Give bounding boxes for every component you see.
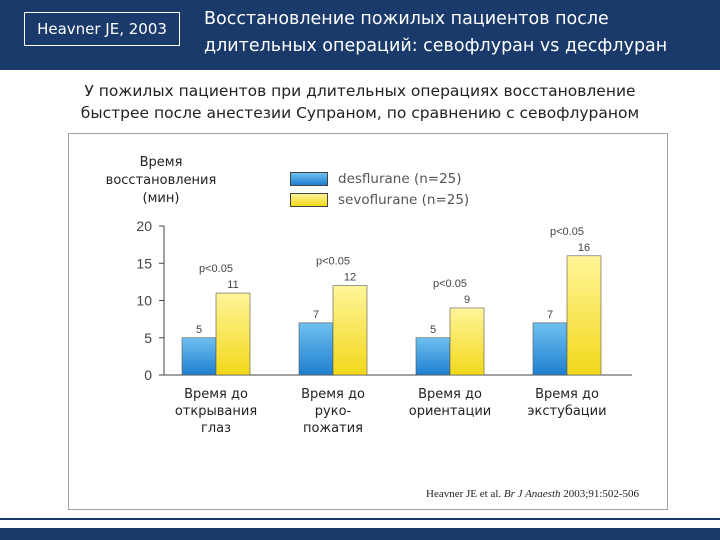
legend-label-sevoflurane: sevoflurane (n=25): [338, 192, 470, 208]
data-label-desflurane: 5: [196, 324, 202, 336]
x-category-label-line: Время до: [184, 387, 248, 402]
footer-bar: [0, 528, 720, 540]
data-label-desflurane: 5: [430, 324, 436, 336]
y-tick-label: 0: [144, 367, 152, 383]
y-tick-label: 10: [136, 293, 152, 309]
x-category-label: Время до открывания глаз: [161, 386, 271, 437]
p-value-annotation: p<0.05: [433, 278, 467, 290]
slide-subtitle: У пожилых пациентов при длительных опера…: [0, 80, 720, 124]
bar-sevoflurane: [449, 307, 485, 376]
x-category-label-line: пожатия: [303, 421, 363, 436]
p-value-annotation: p<0.05: [550, 226, 584, 238]
x-category-label-line: Время до: [418, 387, 482, 402]
x-category-label-line: Время до: [301, 387, 365, 402]
data-label-sevoflurane: 11: [227, 279, 238, 291]
y-tick-label: 15: [136, 255, 152, 271]
bar-desflurane: [415, 337, 451, 376]
reference-journal: Br J Anaesth: [503, 488, 561, 500]
y-tick-label: 5: [144, 330, 152, 346]
data-label-sevoflurane: 16: [578, 242, 590, 254]
x-category-label-line: экстубации: [527, 404, 607, 419]
reference-details: 2003;91:502-506: [563, 488, 640, 500]
y-axis-label: Время восстановления (мин): [96, 154, 226, 208]
legend-swatch-desflurane: [290, 172, 328, 186]
x-category-label-line: руко-: [314, 404, 352, 419]
reference-citation: Heavner JE et al. Br J Anaesth 2003;91:5…: [426, 488, 639, 500]
y-axis-label-line: восстановления: [105, 173, 217, 188]
bar-desflurane: [298, 322, 334, 376]
footer-line: [0, 518, 720, 520]
subtitle-line-2: быстрее после анестезии Супраном, по сра…: [80, 104, 640, 122]
title-line-1: Восстановление пожилых пациентов после: [204, 9, 609, 29]
data-label-sevoflurane: 12: [344, 272, 356, 284]
data-label-desflurane: 7: [313, 309, 319, 321]
citation-box: Heavner JE, 2003: [24, 12, 180, 46]
subtitle-line-1: У пожилых пациентов при длительных опера…: [84, 82, 636, 100]
x-category-label-line: Время до: [535, 387, 599, 402]
reference-authors: Heavner JE et al.: [426, 488, 502, 500]
x-category-label: Время до руко-пожатия: [278, 386, 388, 437]
bar-desflurane: [181, 337, 217, 376]
x-category-label: Время до экстубации: [512, 386, 622, 420]
p-value-annotation: p<0.05: [316, 256, 350, 268]
bar-sevoflurane: [215, 292, 251, 376]
legend-label-desflurane: desflurane (n=25): [338, 171, 462, 187]
x-category-label-line: открывания: [174, 404, 258, 419]
p-value-annotation: p<0.05: [199, 263, 233, 275]
slide-title: Восстановление пожилых пациентов после д…: [204, 6, 714, 60]
y-axis-label-line: Время: [139, 155, 183, 170]
header-bar: Heavner JE, 2003 Восстановление пожилых …: [0, 0, 720, 70]
x-category-label: Время до ориентации: [395, 386, 505, 420]
x-category-label-line: ориентации: [408, 404, 492, 419]
bar-desflurane: [532, 322, 568, 376]
legend-swatch-sevoflurane: [290, 193, 328, 207]
y-tick-label: 20: [136, 218, 152, 234]
data-label-sevoflurane: 9: [464, 294, 470, 306]
bar-sevoflurane: [566, 255, 602, 376]
x-category-label-line: глаз: [200, 421, 232, 436]
title-line-2: длительных операций: севофлуран vs десфл…: [204, 36, 668, 56]
bar-sevoflurane: [332, 285, 368, 376]
y-axis-label-line: (мин): [142, 191, 180, 206]
data-label-desflurane: 7: [547, 309, 553, 321]
